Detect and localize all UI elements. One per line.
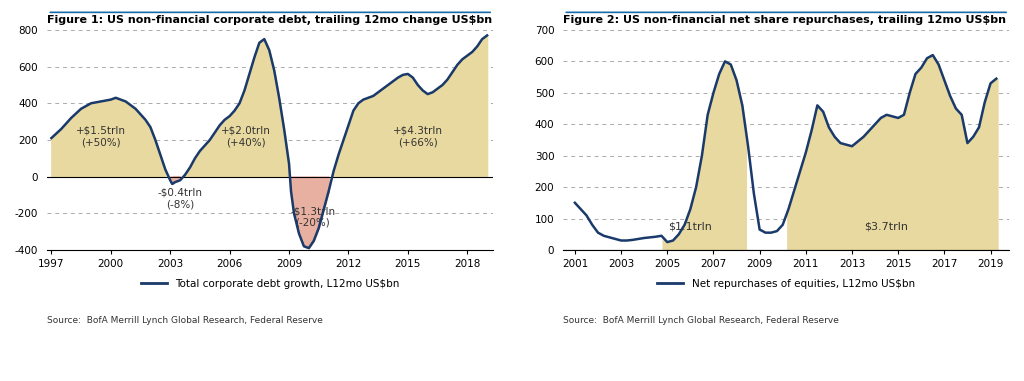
Text: Source:  BofA Merrill Lynch Global Research, Federal Reserve: Source: BofA Merrill Lynch Global Resear… [47, 316, 324, 325]
Text: +$4.3trln
(+66%): +$4.3trln (+66%) [393, 125, 442, 147]
Text: $3.7trln: $3.7trln [864, 221, 908, 231]
Text: Figure 2: US non-financial net share repurchases, trailing 12mo US$bn: Figure 2: US non-financial net share rep… [563, 15, 1007, 25]
Legend: Total corporate debt growth, L12mo US$bn: Total corporate debt growth, L12mo US$bn [136, 275, 403, 293]
Text: +$2.0trln
(+40%): +$2.0trln (+40%) [220, 125, 270, 147]
Text: $1.1trln: $1.1trln [669, 221, 713, 231]
Text: +$1.5trln
(+50%): +$1.5trln (+50%) [76, 125, 126, 147]
Text: Source:  BofA Merrill Lynch Global Research, Federal Reserve: Source: BofA Merrill Lynch Global Resear… [563, 316, 840, 325]
Text: -$0.4trln
(-8%): -$0.4trln (-8%) [158, 188, 203, 210]
Text: -$1.3trln
(-20%): -$1.3trln (-20%) [290, 206, 336, 228]
Text: Figure 1: US non-financial corporate debt, trailing 12mo change US$bn: Figure 1: US non-financial corporate deb… [47, 15, 493, 25]
Legend: Net repurchases of equities, L12mo US$bn: Net repurchases of equities, L12mo US$bn [653, 275, 920, 293]
